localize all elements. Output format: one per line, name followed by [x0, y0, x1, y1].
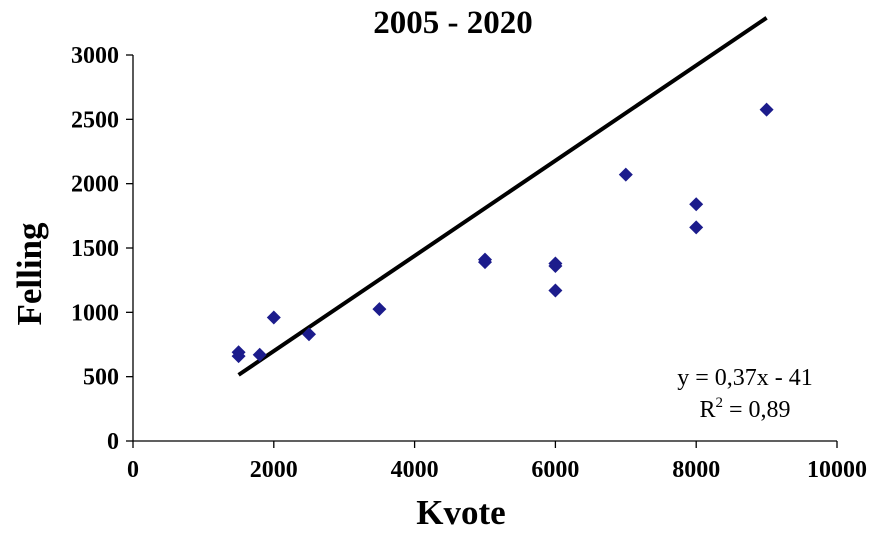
r-squared-value: = 0,89	[723, 397, 791, 423]
y-tick-label: 3000	[71, 43, 119, 69]
y-tick-label: 0	[107, 429, 119, 455]
y-tick-label: 2000	[71, 172, 119, 198]
x-tick-label: 2000	[250, 457, 298, 483]
data-point	[689, 220, 704, 235]
trendline-group	[237, 16, 768, 377]
data-point	[266, 310, 281, 325]
data-point	[231, 349, 246, 364]
data-point	[302, 327, 316, 342]
y-tick-label: 2500	[71, 107, 119, 133]
data-point	[478, 255, 492, 270]
y-axis-label: Felling	[10, 222, 49, 326]
data-point	[548, 259, 563, 274]
x-axis-label: Kvote	[416, 493, 505, 532]
data-point	[252, 347, 267, 362]
x-tick-label: 4000	[391, 457, 439, 483]
y-tick-label: 1500	[71, 236, 119, 262]
data-point	[759, 102, 774, 117]
x-tick-label: 6000	[531, 457, 579, 483]
trendline	[237, 16, 768, 377]
y-tick-label: 1000	[71, 300, 119, 326]
y-axis-ticks: 0 500 1000 1500 2000 2500 3000	[71, 43, 133, 455]
r-squared-prefix: R	[699, 397, 715, 423]
data-point	[689, 197, 704, 212]
r-squared-label: R2 = 0,89	[699, 395, 790, 423]
x-axis-ticks: 0 2000 4000 6000 8000 10000	[127, 441, 867, 483]
data-point	[548, 283, 563, 298]
chart-title: 2005 - 2020	[373, 5, 533, 41]
data-points	[231, 102, 774, 364]
y-tick-label: 500	[83, 365, 119, 391]
trendline-equation: y = 0,37x - 41	[677, 365, 813, 391]
x-tick-label: 0	[127, 457, 139, 483]
data-point	[618, 167, 633, 182]
x-tick-label: 10000	[807, 457, 867, 483]
data-point	[372, 302, 387, 317]
r-squared-superscript: 2	[715, 395, 723, 411]
x-tick-label: 8000	[672, 457, 720, 483]
